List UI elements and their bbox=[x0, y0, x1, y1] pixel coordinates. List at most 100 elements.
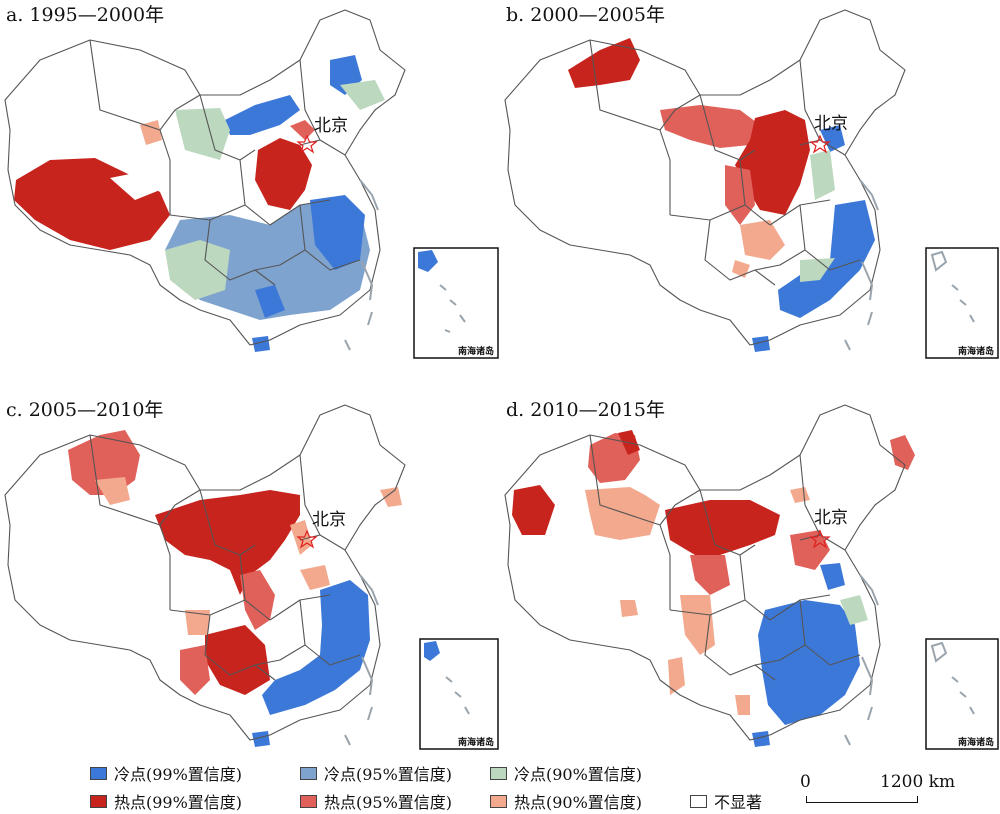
coastline bbox=[844, 339, 851, 351]
coastline bbox=[367, 706, 373, 721]
significance-region bbox=[424, 641, 440, 661]
province-border bbox=[799, 534, 821, 541]
significance-region bbox=[155, 490, 300, 595]
coastline-islands bbox=[344, 574, 379, 746]
coastline bbox=[344, 734, 351, 746]
significance-region bbox=[310, 195, 365, 270]
province-border bbox=[299, 599, 361, 666]
coldspot-regions bbox=[165, 55, 385, 352]
coastline bbox=[367, 311, 373, 326]
legend-item: 冷点(90%置信度) bbox=[490, 762, 642, 784]
significance-region bbox=[620, 600, 638, 617]
province-border bbox=[754, 644, 806, 666]
province-border bbox=[254, 249, 306, 271]
significance-region bbox=[778, 200, 875, 318]
province-border bbox=[704, 614, 776, 681]
map-panel-d: d. 2010—2015年 bbox=[500, 395, 1000, 790]
province-border bbox=[799, 599, 861, 666]
province-border bbox=[174, 94, 201, 111]
significance-region bbox=[660, 105, 760, 148]
hotspot-regions bbox=[68, 430, 402, 695]
panel-title: c. 2005—2010年 bbox=[6, 399, 164, 421]
legend-label: 热点(90%置信度) bbox=[514, 793, 643, 812]
significance-region bbox=[585, 487, 660, 540]
province-borders bbox=[4, 404, 406, 741]
province-border bbox=[674, 94, 701, 111]
significance-region bbox=[14, 158, 170, 250]
province-border bbox=[799, 204, 861, 271]
significance-region bbox=[252, 731, 270, 747]
province-border bbox=[699, 489, 756, 556]
significance-region bbox=[735, 695, 750, 715]
legend-item: 不显著 bbox=[690, 790, 762, 812]
beijing-marker: 北京 bbox=[809, 114, 848, 154]
panel-title: d. 2010—2015年 bbox=[506, 399, 665, 421]
significance-region bbox=[255, 285, 285, 318]
legend-swatch bbox=[300, 766, 317, 780]
panel-title: a. 1995—2000年 bbox=[6, 4, 165, 26]
inset-map: 南海诸岛 bbox=[925, 638, 999, 750]
significance-region bbox=[790, 487, 810, 503]
significance-region bbox=[800, 258, 835, 282]
legend-swatch bbox=[490, 794, 507, 808]
coastline-islands bbox=[844, 179, 879, 351]
province-borders bbox=[504, 404, 906, 741]
significance-region bbox=[340, 80, 385, 110]
coastline bbox=[867, 311, 873, 326]
province-border bbox=[799, 454, 846, 551]
legend-swatch bbox=[690, 794, 707, 808]
province-border bbox=[199, 489, 256, 556]
coastline bbox=[344, 339, 351, 351]
beijing-marker: 北京 bbox=[809, 508, 848, 549]
legend-swatch bbox=[90, 766, 107, 780]
beijing-marker: 北京 bbox=[296, 510, 346, 549]
hotspot-regions bbox=[512, 430, 915, 715]
capital-label: 北京 bbox=[314, 116, 348, 136]
province-border bbox=[704, 219, 776, 286]
map-panel-c: c. 2005—2010年 bbox=[0, 395, 500, 790]
legend-label: 冷点(99%置信度) bbox=[114, 765, 243, 784]
capital-label: 北京 bbox=[814, 114, 848, 134]
coldspot-regions bbox=[752, 563, 868, 747]
significance-region bbox=[300, 565, 330, 590]
province-border bbox=[674, 489, 701, 506]
significance-region bbox=[820, 563, 845, 590]
significance-region bbox=[668, 657, 685, 695]
significance-region bbox=[165, 240, 230, 300]
province-border bbox=[89, 39, 176, 131]
significance-region bbox=[255, 138, 312, 210]
map-panel-a: a. 1995—2000年 bbox=[0, 0, 500, 395]
province-border bbox=[89, 434, 176, 526]
capital-star-icon bbox=[296, 529, 318, 549]
inset-map: 南海诸岛 bbox=[419, 638, 499, 750]
scale-zero-label: 0 bbox=[800, 772, 811, 792]
significance-region bbox=[665, 500, 780, 555]
coastline bbox=[861, 261, 874, 301]
significance-region bbox=[418, 250, 438, 272]
panel-title: b. 2000—2005年 bbox=[506, 4, 665, 26]
legend-item: 热点(95%置信度) bbox=[300, 790, 452, 812]
legend-label: 冷点(95%置信度) bbox=[324, 765, 453, 784]
china-map: 北京 南海诸岛 bbox=[504, 9, 999, 359]
inset-label: 南海诸岛 bbox=[458, 345, 494, 357]
coldspot-regions bbox=[252, 580, 370, 747]
inset-map: 南海诸岛 bbox=[925, 247, 999, 359]
legend-item: 冷点(95%置信度) bbox=[300, 762, 452, 784]
coastline bbox=[930, 250, 975, 323]
coastline bbox=[439, 284, 466, 333]
legend-item: 热点(99%置信度) bbox=[90, 790, 242, 812]
significance-region bbox=[205, 625, 270, 695]
coastline bbox=[861, 656, 874, 696]
significance-region bbox=[752, 336, 770, 352]
province-border bbox=[204, 219, 276, 286]
significance-region bbox=[110, 172, 160, 200]
significance-region bbox=[380, 487, 402, 507]
significance-region bbox=[140, 120, 162, 145]
coastline bbox=[844, 734, 851, 746]
coastline bbox=[359, 574, 379, 606]
significance-region bbox=[690, 555, 730, 595]
significance-region bbox=[240, 570, 275, 630]
scale-max-label: 1200 km bbox=[880, 772, 956, 792]
province-border bbox=[659, 129, 671, 215]
legend-label: 热点(99%置信度) bbox=[114, 793, 243, 812]
